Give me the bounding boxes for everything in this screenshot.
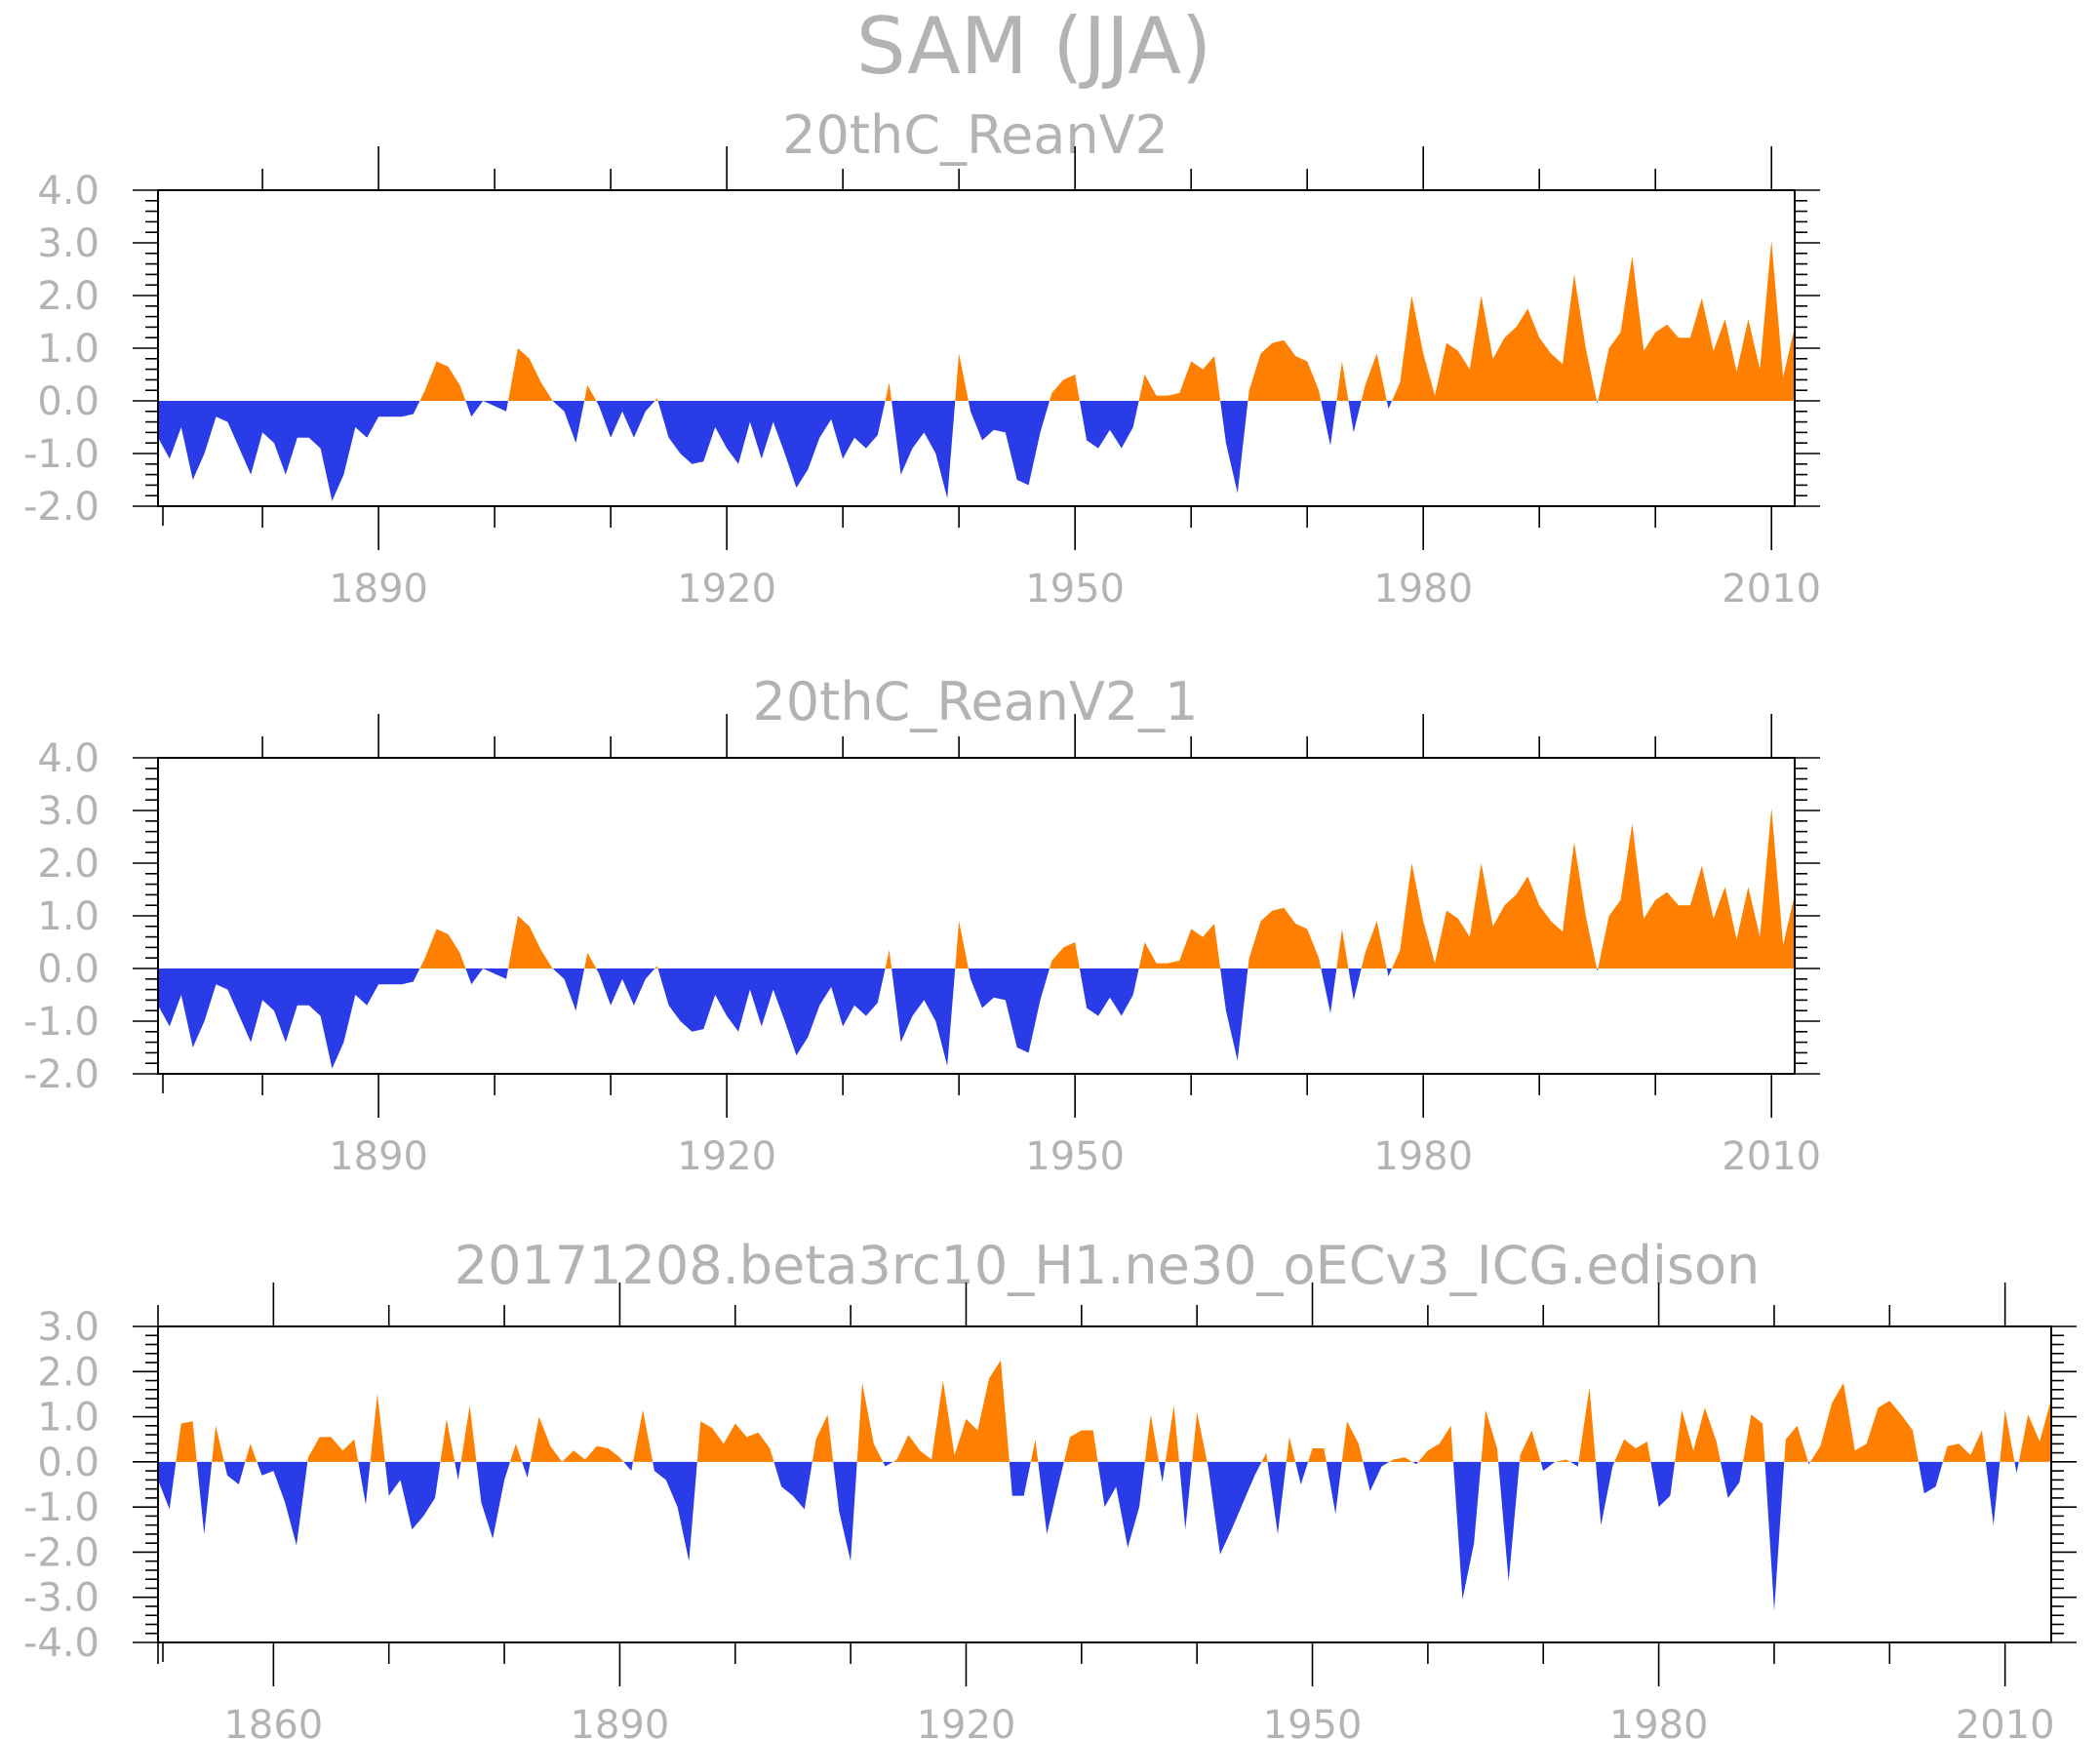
panel-3-plot: -4.0-3.0-2.0-1.00.01.02.03.0 1860 1890 1920…	[23, 1283, 2077, 1739]
panel-3-title: 20171208.beta3rc10_H1.ne30_oECv3_ICG.edi…	[455, 1235, 1761, 1296]
panel-3-frame	[157, 1325, 2052, 1643]
panel-1-xtick-label: 1980	[1373, 567, 1473, 612]
panel-2-xtick-label: 1890	[329, 1134, 428, 1179]
panel-2-xtick-label: 1980	[1373, 1134, 1473, 1179]
panel-1-xtick-label: 1890	[329, 567, 428, 612]
panel-1-ytick-label: 0.0	[37, 379, 99, 424]
panel-3-ytick-label: -3.0	[23, 1576, 99, 1621]
panel-2-xtick-label: 2010	[1722, 1134, 1821, 1179]
panel-2-ticks	[133, 714, 1820, 1118]
panel-3-xtick-label: 2010	[1956, 1703, 2055, 1739]
panel-3-ytick-label: 2.0	[37, 1350, 99, 1395]
figure-title: SAM (JJA)	[856, 1, 1211, 92]
panel-3-ytick-label: 3.0	[37, 1305, 99, 1350]
panel-3-negative-area	[158, 1461, 2051, 1611]
panel-1-xtick-label: 1920	[677, 567, 776, 612]
panel-2-xtick-label: 1920	[677, 1134, 776, 1179]
panel-1-positive-area	[158, 240, 1795, 401]
panel-2-ytick-label: 1.0	[37, 894, 99, 939]
panel-1-frame	[157, 189, 1796, 507]
panel-2-positive-area	[158, 808, 1795, 968]
panel-3: 20171208.beta3rc10_H1.ne30_oECv3_ICG.edi…	[23, 1235, 2077, 1739]
panel-3-ytick-label: -2.0	[23, 1530, 99, 1575]
panel-3-ytick-label: 1.0	[37, 1396, 99, 1441]
panel-3-ytick-label: -1.0	[23, 1485, 99, 1530]
panel-1: 20thC_ReanV2 -2.0 -1.0 0.0 1.0 2.0 3.0 4.0 1890…	[23, 104, 1821, 612]
panel-1-title: 20thC_ReanV2	[782, 104, 1169, 166]
panel-3-xtick-label: 1950	[1263, 1703, 1363, 1739]
panel-1-plot: -2.0 -1.0 0.0 1.0 2.0 3.0 4.0 1890 1920 1950 1980 2…	[23, 146, 1821, 612]
panel-2-ytick-label: 4.0	[37, 736, 99, 781]
panel-2: 20thC_ReanV2_1 -2.0 -1.0 0.0 1.0 2.0 3.0 4.0 18…	[23, 671, 1821, 1179]
panel-1-negative-area	[158, 401, 1795, 501]
panel-3-xtick-label: 1920	[917, 1703, 1016, 1739]
panel-2-negative-area	[158, 968, 1795, 1069]
panel-2-ytick-label: -1.0	[23, 1000, 99, 1045]
panel-2-ytick-label: 3.0	[37, 789, 99, 834]
panel-1-ytick-label: 1.0	[37, 327, 99, 372]
panel-1-ytick-label: -1.0	[23, 432, 99, 477]
panel-1-ytick-label: -2.0	[23, 485, 99, 530]
panel-3-xtick-label: 1890	[571, 1703, 670, 1739]
panel-3-xtick-label: 1860	[223, 1703, 323, 1739]
panel-2-frame	[157, 757, 1796, 1075]
panel-3-xtick-label: 1980	[1609, 1703, 1709, 1739]
panel-1-xtick-label: 1950	[1025, 567, 1125, 612]
panel-2-ytick-label: -2.0	[23, 1052, 99, 1097]
panel-2-ytick-label: 2.0	[37, 842, 99, 887]
panel-1-xtick-label: 2010	[1722, 567, 1821, 612]
panel-2-xtick-label: 1950	[1025, 1134, 1125, 1179]
panel-1-ytick-label: 2.0	[37, 274, 99, 319]
panel-3-positive-area	[158, 1360, 2051, 1462]
panel-3-ytick-label: -4.0	[23, 1621, 99, 1666]
panel-2-plot: -2.0 -1.0 0.0 1.0 2.0 3.0 4.0 1890 1920 1950 1980 2…	[23, 714, 1821, 1179]
panel-3-ticks	[133, 1283, 2077, 1686]
panel-2-ytick-label: 0.0	[37, 947, 99, 992]
panel-1-ticks	[133, 146, 1820, 550]
panel-1-ytick-label: 4.0	[37, 169, 99, 214]
panel-3-ytick-label: 0.0	[37, 1441, 99, 1485]
panel-2-title: 20thC_ReanV2_1	[752, 671, 1198, 732]
panel-1-ytick-label: 3.0	[37, 221, 99, 266]
